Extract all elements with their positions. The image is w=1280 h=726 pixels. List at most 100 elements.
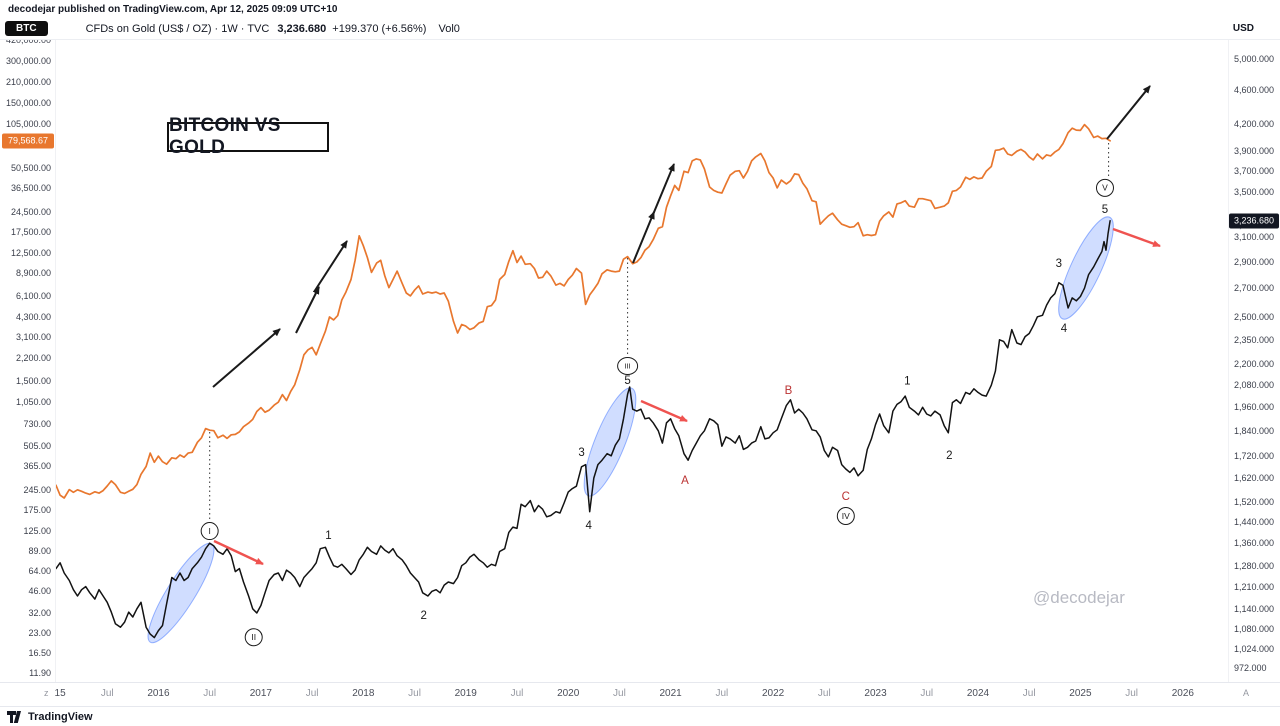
- time-axis[interactable]: z A 15 Jul 2016 Jul 2017 Jul 2018 Jul 2019 Jul 202…: [0, 682, 1280, 706]
- chart-title-box: BITCOIN VS GOLD: [167, 115, 329, 158]
- btc-price-badge: 79,568.67: [2, 133, 54, 149]
- left-axis-tick: 16.50: [28, 647, 51, 658]
- right-axis-tick: 2,700.000: [1234, 283, 1275, 294]
- wave-roman-label: IV: [842, 511, 850, 521]
- right-axis-tick: 2,200.000: [1234, 359, 1275, 370]
- gold-price-badge: 3,236.680: [1229, 213, 1279, 229]
- trend-arrow: [212, 328, 281, 388]
- wave-label: 5: [624, 375, 630, 387]
- time-axis-tick: Jul: [817, 688, 831, 699]
- left-axis-tick: 46.00: [28, 586, 51, 597]
- left-axis-tick: 150,000.00: [5, 97, 51, 108]
- tradingview-logo-icon[interactable]: [7, 710, 23, 723]
- right-axis-tick: 1,140.000: [1234, 603, 1275, 614]
- wave-label: 1: [904, 376, 910, 388]
- left-axis-tick: 50,500.00: [10, 163, 51, 174]
- time-axis-tick: Jul: [408, 688, 421, 699]
- left-axis-tick: 125.00: [23, 525, 51, 536]
- left-axis-tick: 11.90: [29, 667, 51, 678]
- symbol-volume: Vol0: [438, 22, 460, 35]
- right-axis-tick: 3,900.000: [1234, 146, 1275, 157]
- wave-label: 2: [946, 450, 952, 462]
- wave-circle: [1095, 178, 1114, 197]
- right-axis-tick: 972.000: [1234, 663, 1267, 674]
- left-axis-tick: 89.00: [28, 546, 51, 557]
- left-price-axis[interactable]: 420,000.00 300,000.00 210,000.00 150,000.00…: [0, 40, 56, 682]
- left-axis-tick: 1,050.00: [15, 397, 51, 408]
- publish-info: decodejar published on TradingView.com, …: [8, 3, 338, 15]
- right-axis-tick: 1,280.000: [1234, 560, 1275, 571]
- correction-arrow: [1112, 227, 1161, 248]
- wave-label: 5: [1102, 204, 1108, 216]
- bottom-bar: TradingView: [0, 706, 1280, 726]
- right-axis-tick: 1,360.000: [1234, 538, 1275, 549]
- wave-label: 3: [578, 447, 584, 459]
- right-axis-tick: 1,210.000: [1234, 581, 1275, 592]
- right-axis-tick: 2,080.000: [1234, 380, 1275, 391]
- right-axis-tick: 1,080.000: [1234, 623, 1275, 634]
- right-axis-tick: 4,600.000: [1234, 85, 1275, 96]
- trend-arrow: [1106, 85, 1151, 140]
- right-axis-tick: 4,200.000: [1234, 118, 1275, 129]
- correction-arrow: [640, 399, 688, 423]
- left-axis-tick: 365.00: [23, 460, 51, 471]
- time-axis-tick: 2023: [864, 688, 887, 699]
- right-axis-tick: 1,520.000: [1234, 496, 1275, 507]
- wave-roman-label: III: [624, 361, 630, 370]
- right-axis-tick: 3,700.000: [1234, 166, 1275, 176]
- wave-circle: [244, 628, 263, 647]
- time-axis-tick: Jul: [1125, 688, 1139, 699]
- auto-scale-indicator[interactable]: A: [1243, 688, 1250, 698]
- bitcoin-line[interactable]: [56, 123, 1111, 499]
- wave-circle: [836, 507, 855, 526]
- right-axis-tick: 2,350.000: [1234, 334, 1275, 345]
- right-price-axis[interactable]: 5,000.000 4,600.000 4,200.000 3,900.000 3,70…: [1228, 40, 1280, 682]
- time-axis-tick: 2021: [659, 688, 682, 699]
- wave-label: 2: [421, 610, 427, 622]
- symbol-bar: BTC CFDs on Gold (US$ / OZ) · 1W · TVC 3…: [0, 18, 1280, 40]
- left-axis-symbol-badge[interactable]: BTC: [5, 21, 48, 36]
- time-axis-tick: 2024: [966, 688, 990, 699]
- left-axis-tick: 64.00: [28, 566, 51, 577]
- symbol-description[interactable]: CFDs on Gold (US$ / OZ) · 1W · TVC: [85, 22, 270, 35]
- time-axis-tick: Jul: [305, 688, 319, 699]
- wave5-highlight-ellipse: [1058, 216, 1114, 320]
- wave-circle: [617, 357, 639, 376]
- time-axis-tick: 2018: [352, 688, 375, 699]
- time-axis-tick: 2026: [1171, 688, 1194, 699]
- right-axis-tick: 1,024.000: [1234, 643, 1275, 654]
- left-axis-tick: 300,000.00: [5, 55, 51, 66]
- gold-line[interactable]: [56, 219, 1111, 639]
- wave5-highlight-ellipse: [583, 387, 637, 497]
- time-axis-tick: Jul: [203, 688, 217, 699]
- time-axis-tick: 2017: [249, 688, 272, 699]
- right-axis-tick: 1,840.000: [1234, 425, 1275, 436]
- wave-label: 1: [325, 530, 331, 542]
- left-axis-tick: 4,300.00: [15, 312, 51, 323]
- left-axis-tick: 23.00: [28, 627, 51, 638]
- left-axis-tick: 12,500.00: [10, 247, 51, 258]
- left-axis-tick: 505.00: [23, 441, 51, 452]
- left-axis-tick: 6,100.00: [15, 290, 51, 301]
- wave-circle: [200, 522, 219, 541]
- left-axis-tick: 175.00: [23, 505, 51, 516]
- time-axis-tick: Jul: [1022, 688, 1036, 699]
- watermark: @decodejar: [1033, 588, 1125, 607]
- left-axis-tick: 8,900.00: [15, 268, 51, 279]
- time-axis-tick: 2025: [1069, 688, 1092, 699]
- wave-label: B: [785, 385, 793, 397]
- time-axis-tick: 2020: [557, 688, 580, 699]
- right-axis-symbol-label: USD: [1232, 23, 1254, 34]
- right-axis-tick: 3,500.000: [1234, 186, 1275, 197]
- left-axis-tick: 730.00: [23, 419, 51, 430]
- symbol-change: +199.370 (+6.56%): [332, 22, 427, 35]
- wave-label: 3: [1056, 258, 1062, 270]
- wave-roman-label: I: [208, 526, 210, 536]
- tradingview-brand[interactable]: TradingView: [28, 710, 93, 723]
- wave-label: 4: [585, 520, 592, 532]
- wave-label: 4: [1061, 323, 1068, 335]
- right-axis-tick: 2,900.000: [1234, 256, 1275, 267]
- time-axis-tick: 2016: [147, 688, 170, 699]
